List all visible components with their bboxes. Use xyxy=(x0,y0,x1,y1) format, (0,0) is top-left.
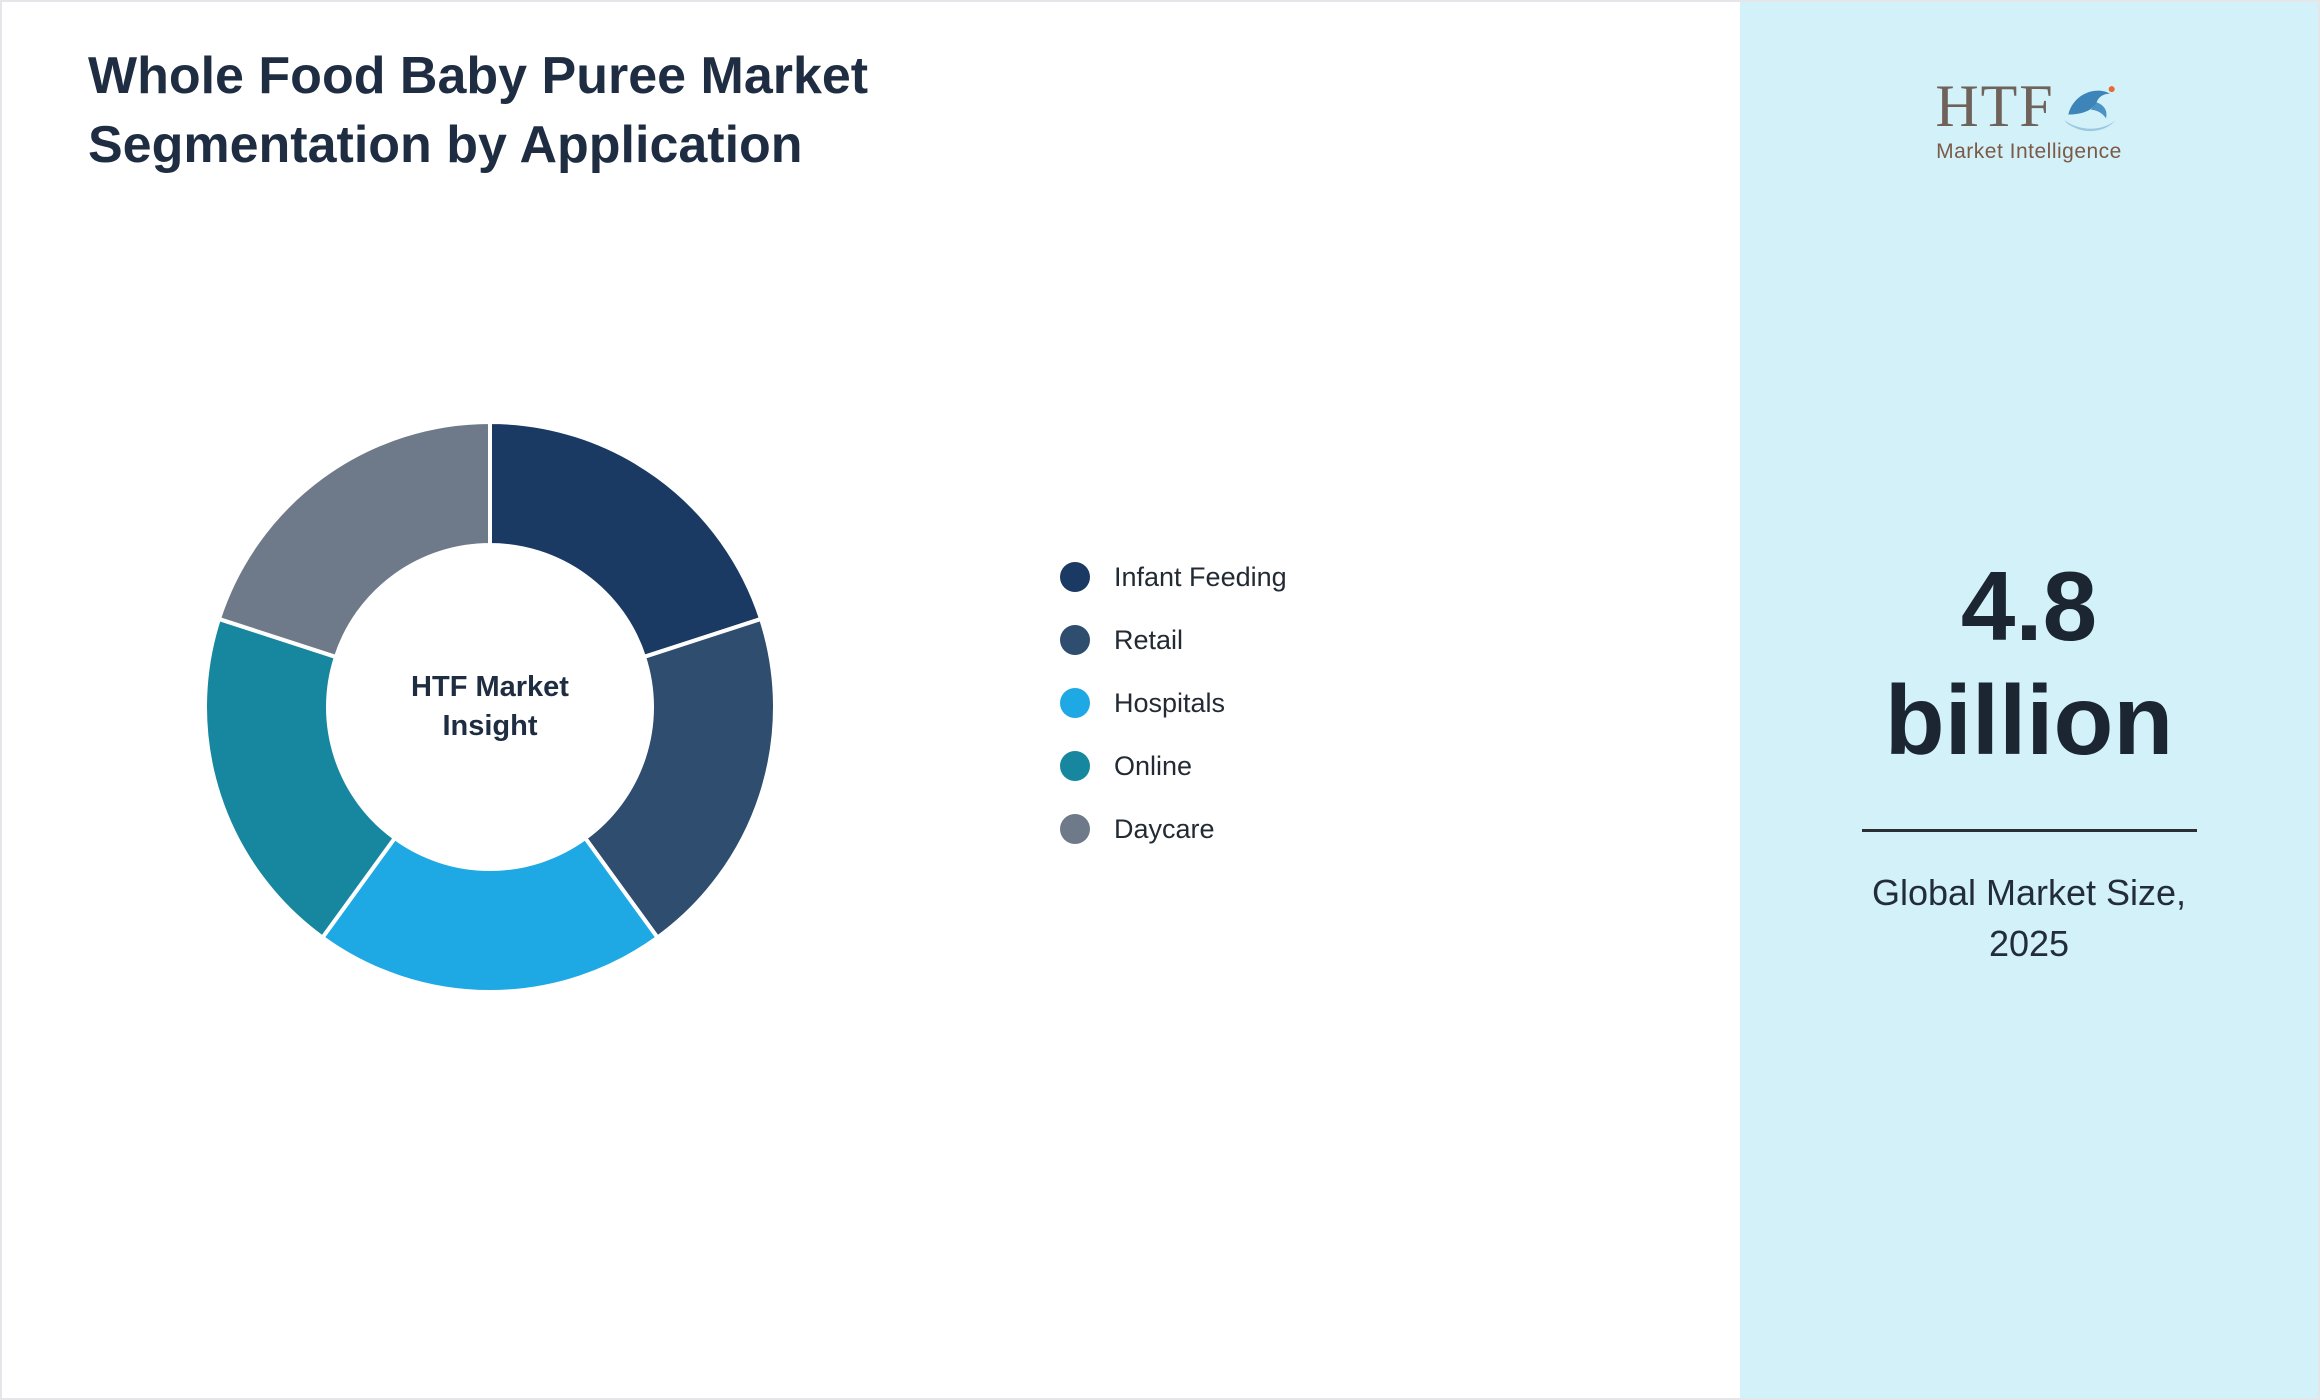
legend-label: Infant Feeding xyxy=(1114,561,1287,592)
legend-label: Online xyxy=(1114,750,1193,781)
market-size-number: 4.8 xyxy=(1960,551,2098,661)
legend-item-hospitals: Hospitals xyxy=(1060,688,1287,718)
legend-item-online: Online xyxy=(1060,751,1287,781)
donut-chart-svg xyxy=(203,420,777,994)
legend-dot xyxy=(1060,814,1090,844)
legend-label: Retail xyxy=(1114,624,1184,655)
legend-dot xyxy=(1060,688,1090,718)
donut-segment-retail xyxy=(583,616,777,940)
logo-text: HTF xyxy=(1935,73,2055,139)
market-size-block: 4.8 billion Global Market Size, 2025 xyxy=(1740,550,2318,969)
dolphin-splash-icon xyxy=(2064,86,2116,132)
sidebar: HTF Market Intelligence 4.8 billion Glob… xyxy=(1740,2,2318,1398)
market-size-value: 4.8 billion xyxy=(1740,550,2318,777)
chart-legend: Infant Feeding Retail Hospitals Online Dayca… xyxy=(1060,562,1287,844)
divider xyxy=(1861,829,2197,833)
donut-chart: HTF Market Insight xyxy=(200,417,780,997)
donut-segment-hospitals xyxy=(320,836,660,994)
page-title-line-1: Whole Food Baby Puree Market xyxy=(88,47,869,105)
legend-item-daycare: Daycare xyxy=(1060,814,1287,844)
legend-dot xyxy=(1060,751,1090,781)
logo: HTF Market Intelligence xyxy=(1740,76,2318,164)
market-size-caption: Global Market Size, 2025 xyxy=(1871,872,2187,964)
donut-segment-infant-feeding xyxy=(488,420,764,659)
logo-subtext: Market Intelligence xyxy=(1936,140,2122,163)
donut-segment-online xyxy=(203,616,397,940)
page-title-line-2: Segmentation by Application xyxy=(88,115,803,174)
legend-item-infant-feeding: Infant Feeding xyxy=(1060,562,1287,592)
market-size-unit: billion xyxy=(1884,664,2174,775)
page-title: Whole Food Baby Puree Market Segmentatio… xyxy=(88,42,868,179)
legend-label: Hospitals xyxy=(1114,687,1226,718)
legend-dot xyxy=(1060,562,1090,592)
legend-item-retail: Retail xyxy=(1060,625,1287,655)
donut-segment-daycare xyxy=(216,420,492,659)
legend-label: Daycare xyxy=(1114,813,1215,844)
legend-dot xyxy=(1060,625,1090,655)
